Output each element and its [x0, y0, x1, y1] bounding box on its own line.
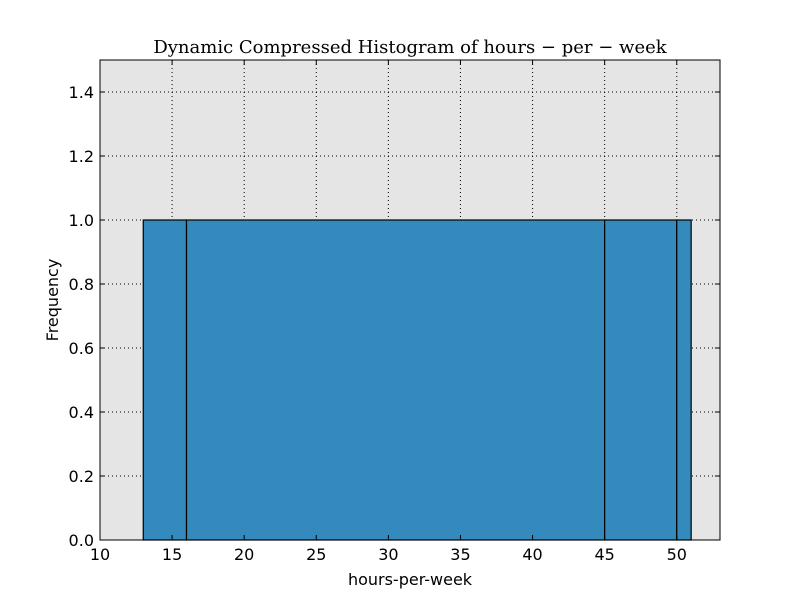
histogram-bar-1	[185, 219, 606, 541]
x-tick-label: 35	[450, 545, 470, 564]
y-tick-label: 0.0	[69, 531, 94, 550]
x-tick-label: 25	[306, 545, 326, 564]
x-tick-label: 30	[378, 545, 398, 564]
histogram-bar-2	[604, 219, 678, 541]
x-tick-label: 45	[594, 545, 614, 564]
y-tick-label: 0.6	[69, 339, 94, 358]
y-axis-label: Frequency	[43, 259, 62, 342]
x-tick-label: 40	[522, 545, 542, 564]
x-tick-label: 50	[667, 545, 687, 564]
plot-frame	[99, 59, 721, 541]
y-tick-label: 1.4	[69, 83, 94, 102]
histogram-bar-0	[142, 219, 188, 541]
axis-ticks: 10 15 20 25 30 35 40 45 50 0.0 0.2 0.4 0.6 0.8 1.0 1.2 1…	[69, 60, 720, 564]
chart-title: Dynamic Compressed Histogram of hours − …	[153, 37, 667, 58]
bars	[142, 219, 692, 541]
y-tick-label: 0.2	[69, 467, 94, 486]
y-tick-label: 0.4	[69, 403, 94, 422]
y-tick-label: 1.0	[69, 211, 94, 230]
x-axis-label: hours-per-week	[348, 570, 473, 589]
x-tick-label: 10	[90, 545, 110, 564]
x-tick-label: 15	[162, 545, 182, 564]
histogram-bar-3	[676, 219, 692, 541]
y-tick-label: 0.8	[69, 275, 94, 294]
y-tick-label: 1.2	[69, 147, 94, 166]
x-tick-label: 20	[234, 545, 254, 564]
